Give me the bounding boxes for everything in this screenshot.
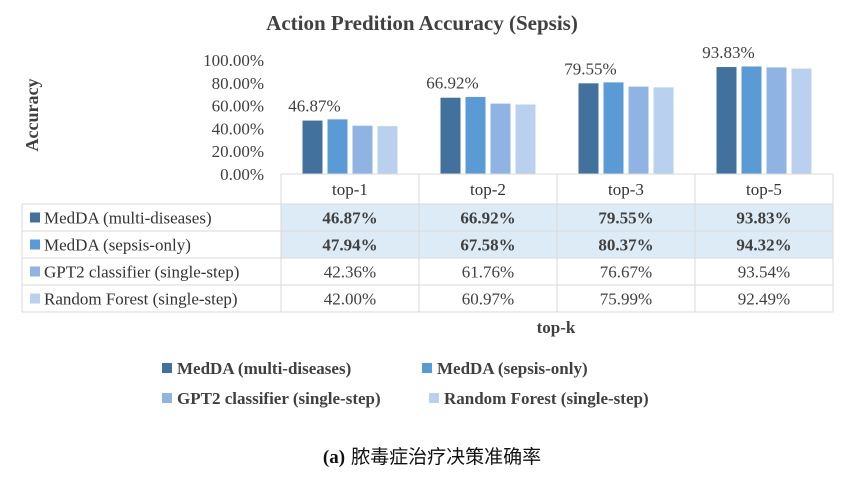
- y-tick-label: 20.00%: [212, 142, 264, 161]
- caption-prefix: (a): [323, 447, 345, 468]
- bar-top-2-series-4: [515, 104, 536, 174]
- legend-key: [162, 393, 172, 403]
- legend-key: [422, 363, 432, 373]
- bar-top-3-series-3: [628, 86, 649, 174]
- y-tick-label: 0.00%: [220, 165, 264, 184]
- table-cell-top-2: 66.92%: [460, 209, 515, 228]
- bar-top-5-series-2: [741, 66, 762, 174]
- y-tick-label: 40.00%: [212, 119, 264, 138]
- table-cell-top-2: 61.76%: [462, 263, 514, 282]
- data-label-top-3: 79.55%: [564, 59, 616, 78]
- table-cell-top-2: 67.58%: [460, 236, 515, 255]
- bar-top-2-series-1: [440, 97, 461, 174]
- x-axis-label: top-k: [537, 318, 576, 337]
- table-cell-top-3: 76.67%: [600, 263, 652, 282]
- data-labels-group: 46.87% 66.92% 79.55% 93.83%: [288, 43, 754, 116]
- bar-top-3-series-2: [603, 82, 624, 174]
- bar-top-1-series-2: [327, 119, 348, 174]
- table-cell-top-3: 75.99%: [600, 290, 652, 309]
- figure-caption: (a) 脓毒症治疗决策准确率: [323, 446, 541, 468]
- table-row-name: GPT2 classifier (single-step): [44, 263, 239, 282]
- table-cell-top-1: 47.94%: [322, 236, 377, 255]
- legend-label: Random Forest (single-step): [444, 389, 649, 408]
- data-table: top-1 top-2 top-3 top-5 MedDA (multi-disease…: [21, 173, 834, 313]
- bar-top-1-series-4: [377, 126, 398, 174]
- y-tick-label: 80.00%: [212, 74, 264, 93]
- table-row-name: MedDA (multi-diseases): [44, 209, 212, 228]
- category-label-top-1: top-1: [332, 180, 368, 199]
- table-cell-top-1: 46.87%: [322, 209, 377, 228]
- table-legend-key: [30, 293, 40, 304]
- bar-top-5-series-4: [791, 68, 812, 174]
- bar-top-2-series-3: [490, 103, 511, 174]
- table-cell-top-5: 93.54%: [738, 263, 790, 282]
- category-label-top-2: top-2: [470, 180, 506, 199]
- bar-top-3-series-1: [578, 83, 599, 174]
- data-label-top-1: 46.87%: [288, 97, 340, 116]
- bar-top-1-series-3: [352, 125, 373, 174]
- data-label-top-2: 66.92%: [426, 74, 478, 93]
- table-cell-top-3: 79.55%: [598, 209, 653, 228]
- y-tick-label: 60.00%: [212, 97, 264, 116]
- caption-text: 脓毒症治疗决策准确率: [351, 446, 541, 468]
- bar-top-1-series-1: [302, 120, 323, 174]
- legend-label: MedDA (multi-diseases): [177, 359, 351, 378]
- bar-top-2-series-2: [465, 96, 486, 174]
- bar-series-group: [302, 66, 812, 174]
- table-cell-top-5: 94.32%: [736, 236, 791, 255]
- table-cell-top-5: 92.49%: [738, 290, 790, 309]
- data-label-top-5: 93.83%: [702, 43, 754, 62]
- table-cell-top-2: 60.97%: [462, 290, 514, 309]
- bar-top-5-series-1: [716, 67, 737, 174]
- legend-label: GPT2 classifier (single-step): [177, 389, 381, 408]
- bar-top-3-series-4: [653, 87, 674, 174]
- table-legend-key: [30, 266, 40, 277]
- legend-key: [162, 363, 172, 373]
- table-legend-key: [30, 239, 40, 250]
- table-cell-top-3: 80.37%: [598, 236, 653, 255]
- y-tick-label: 100.00%: [203, 51, 264, 70]
- legend: MedDA (multi-diseases) MedDA (sepsis-only…: [162, 359, 649, 408]
- category-label-top-5: top-5: [746, 180, 782, 199]
- bar-top-5-series-3: [766, 67, 787, 174]
- legend-label: MedDA (sepsis-only): [437, 359, 588, 378]
- table-cell-top-5: 93.83%: [736, 209, 791, 228]
- category-label-top-3: top-3: [608, 180, 644, 199]
- table-legend-key: [30, 212, 40, 223]
- y-axis-label: Accuracy: [22, 79, 42, 152]
- table-row-name: Random Forest (single-step): [44, 290, 238, 309]
- y-axis-ticks: 0.00% 20.00% 40.00% 60.00% 80.00% 100.00%: [203, 51, 264, 184]
- chart-title: Action Predition Accuracy (Sepsis): [266, 11, 578, 35]
- legend-key: [429, 393, 439, 403]
- table-cell-top-1: 42.36%: [324, 263, 376, 282]
- table-cell-top-1: 42.00%: [324, 290, 376, 309]
- table-row-name: MedDA (sepsis-only): [44, 236, 191, 255]
